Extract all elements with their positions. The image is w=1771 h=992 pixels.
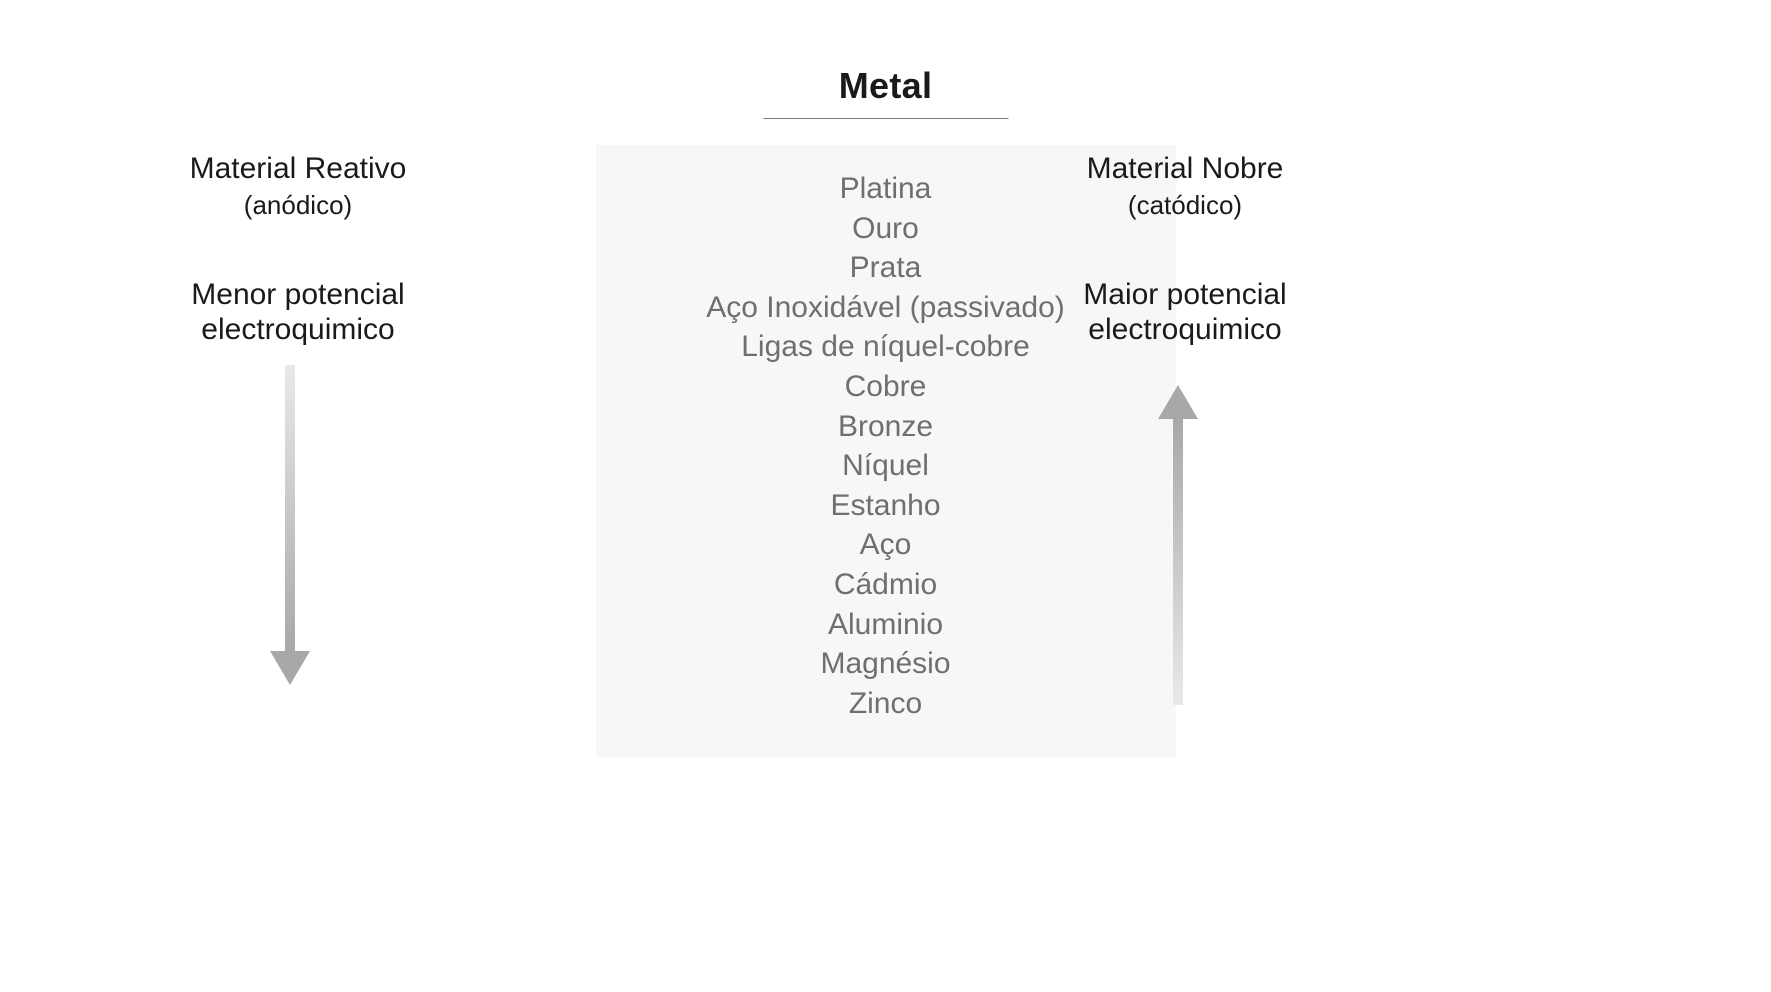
metal-list-item: Zinco: [636, 684, 1136, 724]
metal-list-item: Magnésio: [636, 644, 1136, 684]
metal-list-item: Cádmio: [636, 565, 1136, 605]
right-heading: Material Nobre: [1035, 152, 1335, 186]
right-subheading: (catódico): [1035, 190, 1335, 221]
diagram-stage: Metal PlatinaOuroPrataAço Inoxidável (pa…: [0, 0, 1771, 992]
metal-list-item: Aço: [636, 525, 1136, 565]
title-underline: [763, 118, 1008, 119]
metal-list-item: Bronze: [636, 407, 1136, 447]
metal-list-item: Cobre: [636, 367, 1136, 407]
title: Metal: [839, 65, 933, 107]
left-label-block: Material Reativo (anódico) Menor potenci…: [148, 152, 448, 348]
right-potential-line-2: electroquimico: [1035, 312, 1335, 347]
arrow-up-icon: [1156, 385, 1200, 705]
left-heading: Material Reativo: [148, 152, 448, 186]
left-potential: Menor potencial electroquimico: [148, 277, 448, 348]
right-label-block: Material Nobre (catódico) Maior potencia…: [1035, 152, 1335, 348]
metal-list-item: Aluminio: [636, 605, 1136, 645]
metal-list-item: Estanho: [636, 486, 1136, 526]
right-potential: Maior potencial electroquimico: [1035, 277, 1335, 348]
left-subheading: (anódico): [148, 190, 448, 221]
metal-list-item: Níquel: [636, 446, 1136, 486]
left-potential-line-2: electroquimico: [148, 312, 448, 347]
left-potential-line-1: Menor potencial: [148, 277, 448, 312]
right-potential-line-1: Maior potencial: [1035, 277, 1335, 312]
arrow-down-icon: [268, 365, 312, 685]
